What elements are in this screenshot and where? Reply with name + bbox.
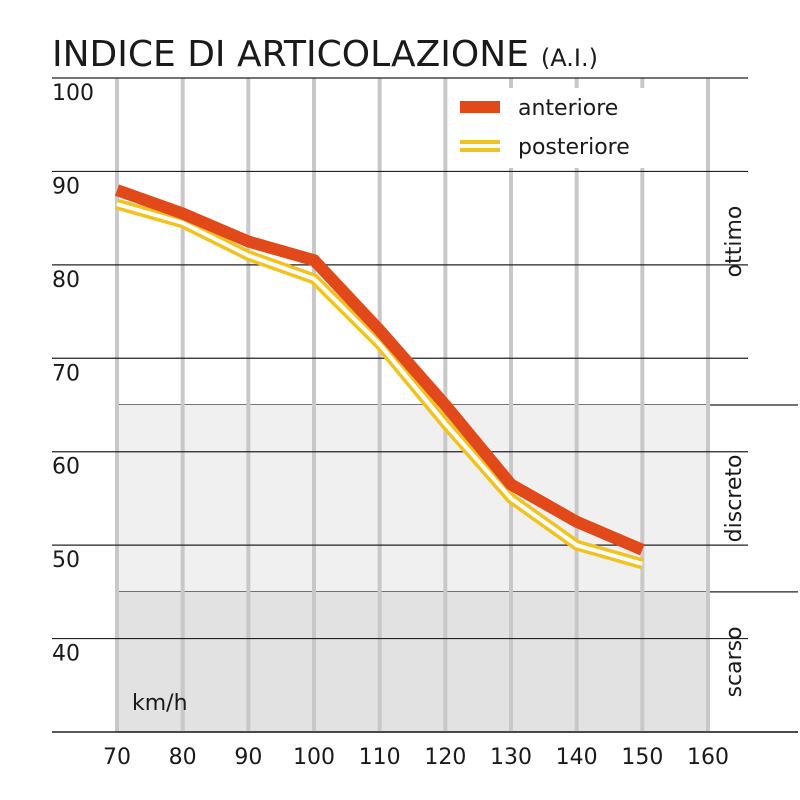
y-tick-label: 80 xyxy=(52,268,80,293)
band-label: scarso xyxy=(722,626,747,697)
x-tick-label: 100 xyxy=(293,745,335,770)
y-tick-label: 40 xyxy=(52,642,80,667)
chart-title: INDICE DI ARTICOLAZIONE xyxy=(52,34,529,75)
band xyxy=(117,591,708,732)
legend-swatch xyxy=(460,101,500,113)
x-tick-label: 140 xyxy=(556,745,598,770)
band-label: discreto xyxy=(722,455,747,543)
x-annotation: km/h xyxy=(132,691,188,716)
y-tick-label: 100 xyxy=(52,81,94,106)
x-tick-label: 80 xyxy=(169,745,197,770)
band-label: ottimo xyxy=(722,206,747,278)
y-tick-label: 90 xyxy=(52,174,80,199)
x-tick-label: 150 xyxy=(621,745,663,770)
x-tick-label: 90 xyxy=(234,745,262,770)
x-tick-label: 120 xyxy=(424,745,466,770)
series-line xyxy=(114,184,645,556)
y-tick-label: 60 xyxy=(52,455,80,480)
x-tick-label: 110 xyxy=(359,745,401,770)
legend-swatch-inner xyxy=(460,144,500,148)
legend-label: anteriore xyxy=(518,96,618,121)
x-tick-label: 130 xyxy=(490,745,532,770)
band xyxy=(117,405,708,592)
legend-label: posteriore xyxy=(518,135,630,160)
series-line-inner xyxy=(116,202,643,566)
x-tick-label: 160 xyxy=(687,745,729,770)
y-tick-label: 50 xyxy=(52,548,80,573)
x-tick-label: 70 xyxy=(103,745,131,770)
y-tick-label: 70 xyxy=(52,361,80,386)
chart-subtitle: (A.I.) xyxy=(541,44,598,72)
